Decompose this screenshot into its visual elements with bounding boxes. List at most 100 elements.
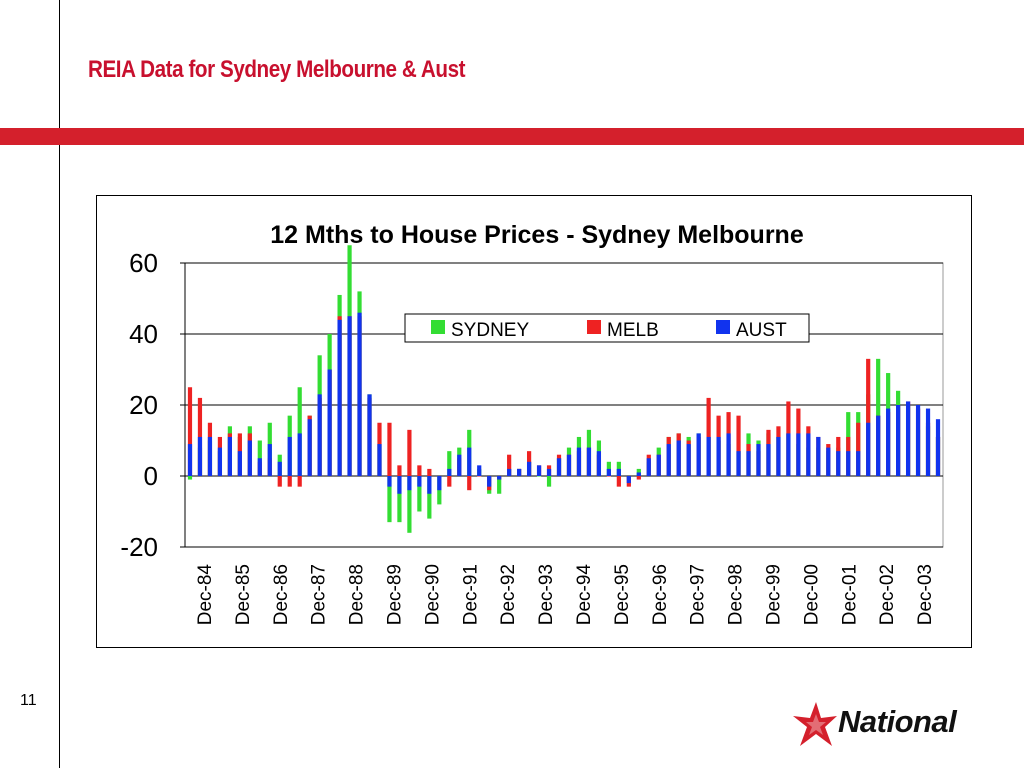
x-tick-label: Dec-97 [688, 564, 709, 625]
bar-aust [905, 401, 911, 476]
bar-aust [786, 433, 791, 476]
bar-aust [377, 444, 382, 476]
bar-melb [417, 465, 422, 476]
y-tick-label: 60 [129, 248, 158, 278]
x-tick-label: Dec-00 [801, 564, 822, 625]
bar-melb [447, 476, 452, 487]
bar-aust [467, 447, 472, 476]
star-icon [793, 702, 837, 746]
y-tick-label: 40 [129, 319, 158, 349]
bar-aust [876, 415, 881, 476]
bar-aust [866, 422, 871, 476]
bar-aust [796, 433, 801, 476]
bar-aust [896, 405, 901, 476]
bar-aust [636, 472, 641, 476]
legend-swatch-aust [716, 320, 730, 334]
bar-aust [546, 468, 552, 476]
bar-melb [277, 476, 282, 487]
x-tick-label: Dec-94 [574, 564, 595, 626]
bar-sydney [447, 451, 452, 476]
bar-melb [507, 454, 512, 476]
bar-melb [407, 429, 412, 476]
bar-melb [866, 358, 871, 476]
bar-aust [586, 447, 592, 476]
bar-melb [187, 387, 193, 476]
legend-label-sydney: SYDNEY [451, 320, 529, 341]
bar-aust [247, 440, 252, 476]
bar-aust [447, 468, 452, 476]
x-tick-label: Dec-89 [384, 564, 405, 625]
bar-aust [457, 454, 462, 476]
bar-aust [517, 468, 522, 476]
x-tick-label: Dec-88 [347, 564, 368, 625]
bar-aust [556, 458, 562, 476]
bar-aust [197, 436, 203, 476]
bar-aust [806, 433, 811, 476]
bar-aust [646, 458, 651, 476]
bar-aust [407, 476, 412, 491]
bar-aust [487, 476, 492, 487]
bar-aust [317, 394, 322, 476]
x-tick-label: Dec-85 [233, 564, 254, 625]
bar-aust [726, 433, 731, 476]
x-tick-label: Dec-03 [915, 564, 936, 625]
bar-melb [287, 476, 292, 487]
bar-aust [716, 436, 721, 476]
bar-aust [626, 476, 631, 484]
brand-band [0, 128, 1024, 145]
bar-sydney [546, 476, 552, 487]
x-tick-label: Dec-86 [271, 564, 292, 625]
bar-aust [257, 458, 262, 476]
bar-melb [297, 476, 302, 487]
y-tick-label: 0 [144, 461, 158, 491]
bar-aust [277, 461, 282, 476]
x-tick-label: Dec-95 [612, 564, 633, 625]
bar-aust [427, 476, 432, 494]
bar-aust [656, 454, 661, 476]
bar-sydney [187, 476, 193, 480]
bar-aust [846, 451, 851, 476]
legend [404, 313, 810, 343]
bar-aust [287, 436, 292, 476]
x-tick-label: Dec-87 [309, 564, 330, 625]
bar-aust [307, 419, 312, 476]
bar-aust [297, 433, 302, 476]
bar-aust [267, 444, 272, 476]
slide-title: REIA Data for Sydney Melbourne & Aust [88, 56, 466, 83]
x-tick-label: Dec-92 [498, 564, 519, 625]
bar-aust [237, 451, 242, 476]
bar-aust [676, 440, 681, 476]
bar-aust [776, 436, 781, 476]
bar-aust [227, 436, 232, 476]
bar-aust [327, 369, 332, 476]
bar-sydney [297, 387, 302, 476]
bar-aust [187, 444, 193, 476]
bar-aust [766, 444, 771, 476]
x-tick-label: Dec-98 [726, 564, 747, 625]
bar-aust [606, 468, 611, 476]
national-logo: National [790, 700, 995, 750]
bar-aust [207, 436, 213, 476]
logo-text: National [838, 704, 957, 739]
x-tick-label: Dec-84 [195, 564, 216, 626]
bar-aust [526, 461, 532, 476]
bar-aust [856, 451, 861, 476]
bar-aust [935, 419, 941, 476]
bar-sydney [397, 476, 402, 523]
bar-aust [566, 454, 572, 476]
bar-aust [337, 319, 342, 476]
bar-aust [357, 312, 362, 476]
bar-aust [367, 394, 372, 476]
page-number: 11 [20, 692, 37, 709]
bar-aust [706, 436, 711, 476]
bar-aust [387, 476, 392, 487]
bar-aust [417, 476, 422, 487]
x-tick-label: Dec-02 [877, 564, 898, 625]
bar-sydney [536, 476, 542, 477]
bar-sydney [387, 476, 392, 523]
bar-aust [826, 447, 831, 476]
bar-aust [437, 476, 442, 491]
bar-aust [397, 476, 402, 494]
bar-melb [856, 422, 861, 476]
bar-melb [606, 476, 611, 477]
